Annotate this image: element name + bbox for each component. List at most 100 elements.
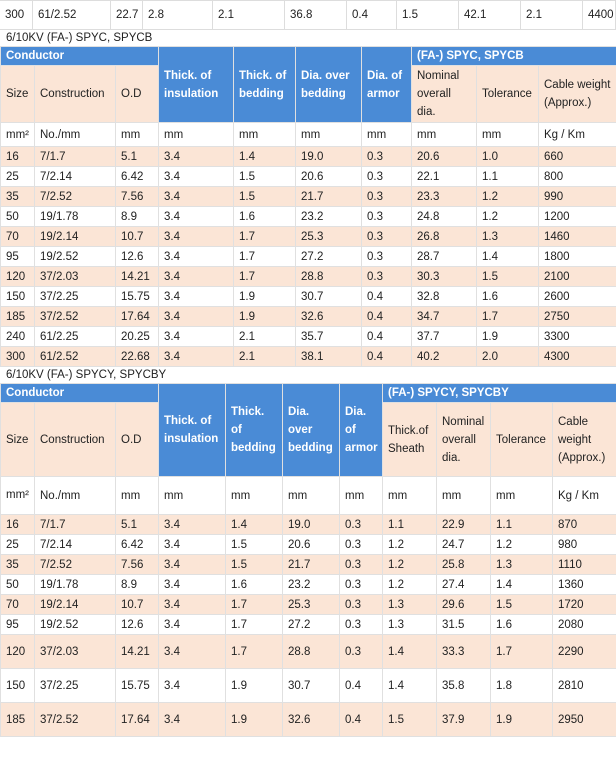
table-cell: 2.0 bbox=[476, 346, 539, 367]
table-cell: 3.4 bbox=[158, 346, 234, 367]
table-cell: 22.68 bbox=[115, 346, 159, 367]
table-cell: 1.7 bbox=[225, 594, 283, 615]
unit-cell: mm bbox=[233, 122, 296, 147]
table-cell: 27.2 bbox=[282, 614, 340, 635]
cell: 2.1 bbox=[212, 0, 285, 30]
cell: 2.8 bbox=[142, 0, 213, 30]
table-cell: 37/2.52 bbox=[34, 702, 116, 737]
table-cell: 120 bbox=[0, 266, 35, 287]
table1-body: 16 7/1.7 5.1 3.4 1.4 19.0 0.3 20.6 1.0 660 25 7/2.1… bbox=[0, 146, 616, 367]
table-cell: 25.3 bbox=[295, 226, 362, 247]
table-cell: 16 bbox=[0, 146, 35, 167]
table-cell: 37/2.25 bbox=[34, 286, 116, 307]
table-cell: 6.42 bbox=[115, 166, 159, 187]
table-cell: 1.6 bbox=[490, 614, 553, 635]
table-cell: 1.5 bbox=[490, 594, 553, 615]
table-cell: 1.9 bbox=[225, 702, 283, 737]
table-cell: 1.5 bbox=[476, 266, 539, 287]
table-cell: 3.4 bbox=[158, 534, 226, 555]
conductor-group-header: Conductor bbox=[0, 46, 159, 66]
table-cell: 1.7 bbox=[233, 266, 296, 287]
table-cell: 1.3 bbox=[382, 594, 437, 615]
table-cell: 3.4 bbox=[158, 186, 234, 207]
table-cell: 21.7 bbox=[282, 554, 340, 575]
cell: 300 bbox=[0, 0, 33, 30]
table-cell: 30.3 bbox=[411, 266, 477, 287]
table-cell: 1.3 bbox=[382, 614, 437, 635]
table-cell: 19/2.52 bbox=[34, 614, 116, 635]
table-cell: 19.0 bbox=[282, 514, 340, 535]
tolerance-header: Tolerance bbox=[476, 65, 539, 123]
table-cell: 7/1.7 bbox=[34, 146, 116, 167]
sheath-header: Thick.of Sheath bbox=[382, 402, 437, 477]
table-cell: 1.7 bbox=[225, 634, 283, 669]
table2-caption: 6/10KV (FA-) SPYCY, SPYCBY bbox=[6, 369, 167, 381]
bedding-header: Thick. of bedding bbox=[233, 46, 296, 123]
unit-cell: mm bbox=[436, 476, 491, 515]
table-cell: 21.7 bbox=[295, 186, 362, 207]
table-cell: 37/2.03 bbox=[34, 266, 116, 287]
table-cell: 20.25 bbox=[115, 326, 159, 347]
model-group-header: (FA-) SPYCY, SPYCBY bbox=[381, 383, 616, 403]
table-cell: 0.3 bbox=[361, 266, 412, 287]
table-cell: 1.2 bbox=[382, 554, 437, 575]
table-row: 50 19/1.78 8.9 3.4 1.6 23.2 0.3 1.2 27.4 1.4 1360 bbox=[0, 574, 616, 595]
units-row: mm² No./mm mm mm mm mm mm mm mm Kg / Km bbox=[0, 122, 616, 147]
table-cell: 22.9 bbox=[436, 514, 491, 535]
table-cell: 0.3 bbox=[361, 226, 412, 247]
table-cell: 1.3 bbox=[490, 554, 553, 575]
table-cell: 1.5 bbox=[382, 702, 437, 737]
table-cell: 32.8 bbox=[411, 286, 477, 307]
table-row: 25 7/2.14 6.42 3.4 1.5 20.6 0.3 22.1 1.1 800 bbox=[0, 166, 616, 187]
table-cell: 50 bbox=[0, 206, 35, 227]
unit-cell: mm bbox=[158, 122, 234, 147]
table-cell: 1.9 bbox=[233, 306, 296, 327]
cell: 2.1 bbox=[520, 0, 583, 30]
table-row: 95 19/2.52 12.6 3.4 1.7 27.2 0.3 28.7 1.4 1800 bbox=[0, 246, 616, 267]
table-cell: 120 bbox=[0, 634, 35, 669]
table-cell: 1.2 bbox=[382, 574, 437, 595]
unit-cell: mm² bbox=[0, 476, 35, 515]
table-cell: 25 bbox=[0, 534, 35, 555]
table-cell: 1110 bbox=[551, 554, 616, 575]
table-cell: 0.3 bbox=[339, 574, 383, 595]
table-cell: 1.1 bbox=[382, 514, 437, 535]
od-header: O.D bbox=[115, 65, 159, 123]
table-cell: 1.2 bbox=[476, 186, 539, 207]
table-cell: 1.5 bbox=[233, 186, 296, 207]
table-cell: 1.4 bbox=[233, 146, 296, 167]
table-cell: 1720 bbox=[551, 594, 616, 615]
table-cell: 16 bbox=[0, 514, 35, 535]
table-row: 185 37/2.52 17.64 3.4 1.9 32.6 0.4 1.5 37.9 1.9 29… bbox=[0, 702, 616, 737]
table-cell: 28.8 bbox=[295, 266, 362, 287]
table-cell: 25.8 bbox=[436, 554, 491, 575]
nominal-header: Nominal overall dia. bbox=[411, 65, 477, 123]
table-cell: 2290 bbox=[551, 634, 616, 669]
table-cell: 12.6 bbox=[115, 246, 159, 267]
table-cell: 17.64 bbox=[115, 702, 159, 737]
table-cell: 0.3 bbox=[339, 594, 383, 615]
dia-armor-header: Dia. of armor bbox=[339, 383, 383, 477]
table-cell: 870 bbox=[551, 514, 616, 535]
weight-header: Cable weight (Approx.) bbox=[537, 65, 616, 123]
table-cell: 1.4 bbox=[476, 246, 539, 267]
table-cell: 22.1 bbox=[411, 166, 477, 187]
table-cell: 3.4 bbox=[158, 286, 234, 307]
table-cell: 29.6 bbox=[436, 594, 491, 615]
table-cell: 5.1 bbox=[115, 146, 159, 167]
table-cell: 1.5 bbox=[233, 166, 296, 187]
table-cell: 24.8 bbox=[411, 206, 477, 227]
table-cell: 1.7 bbox=[476, 306, 539, 327]
table-cell: 1800 bbox=[537, 246, 616, 267]
table-cell: 15.75 bbox=[115, 286, 159, 307]
table-row: 70 19/2.14 10.7 3.4 1.7 25.3 0.3 26.8 1.3 1460 bbox=[0, 226, 616, 247]
table-cell: 1.9 bbox=[476, 326, 539, 347]
table-cell: 1.8 bbox=[490, 668, 553, 703]
table-cell: 7/1.7 bbox=[34, 514, 116, 535]
size-header: Size bbox=[0, 65, 35, 123]
table-cell: 35.8 bbox=[436, 668, 491, 703]
table-cell: 37.9 bbox=[436, 702, 491, 737]
tolerance-header: Tolerance bbox=[490, 402, 553, 477]
table-cell: 980 bbox=[551, 534, 616, 555]
table-cell: 50 bbox=[0, 574, 35, 595]
